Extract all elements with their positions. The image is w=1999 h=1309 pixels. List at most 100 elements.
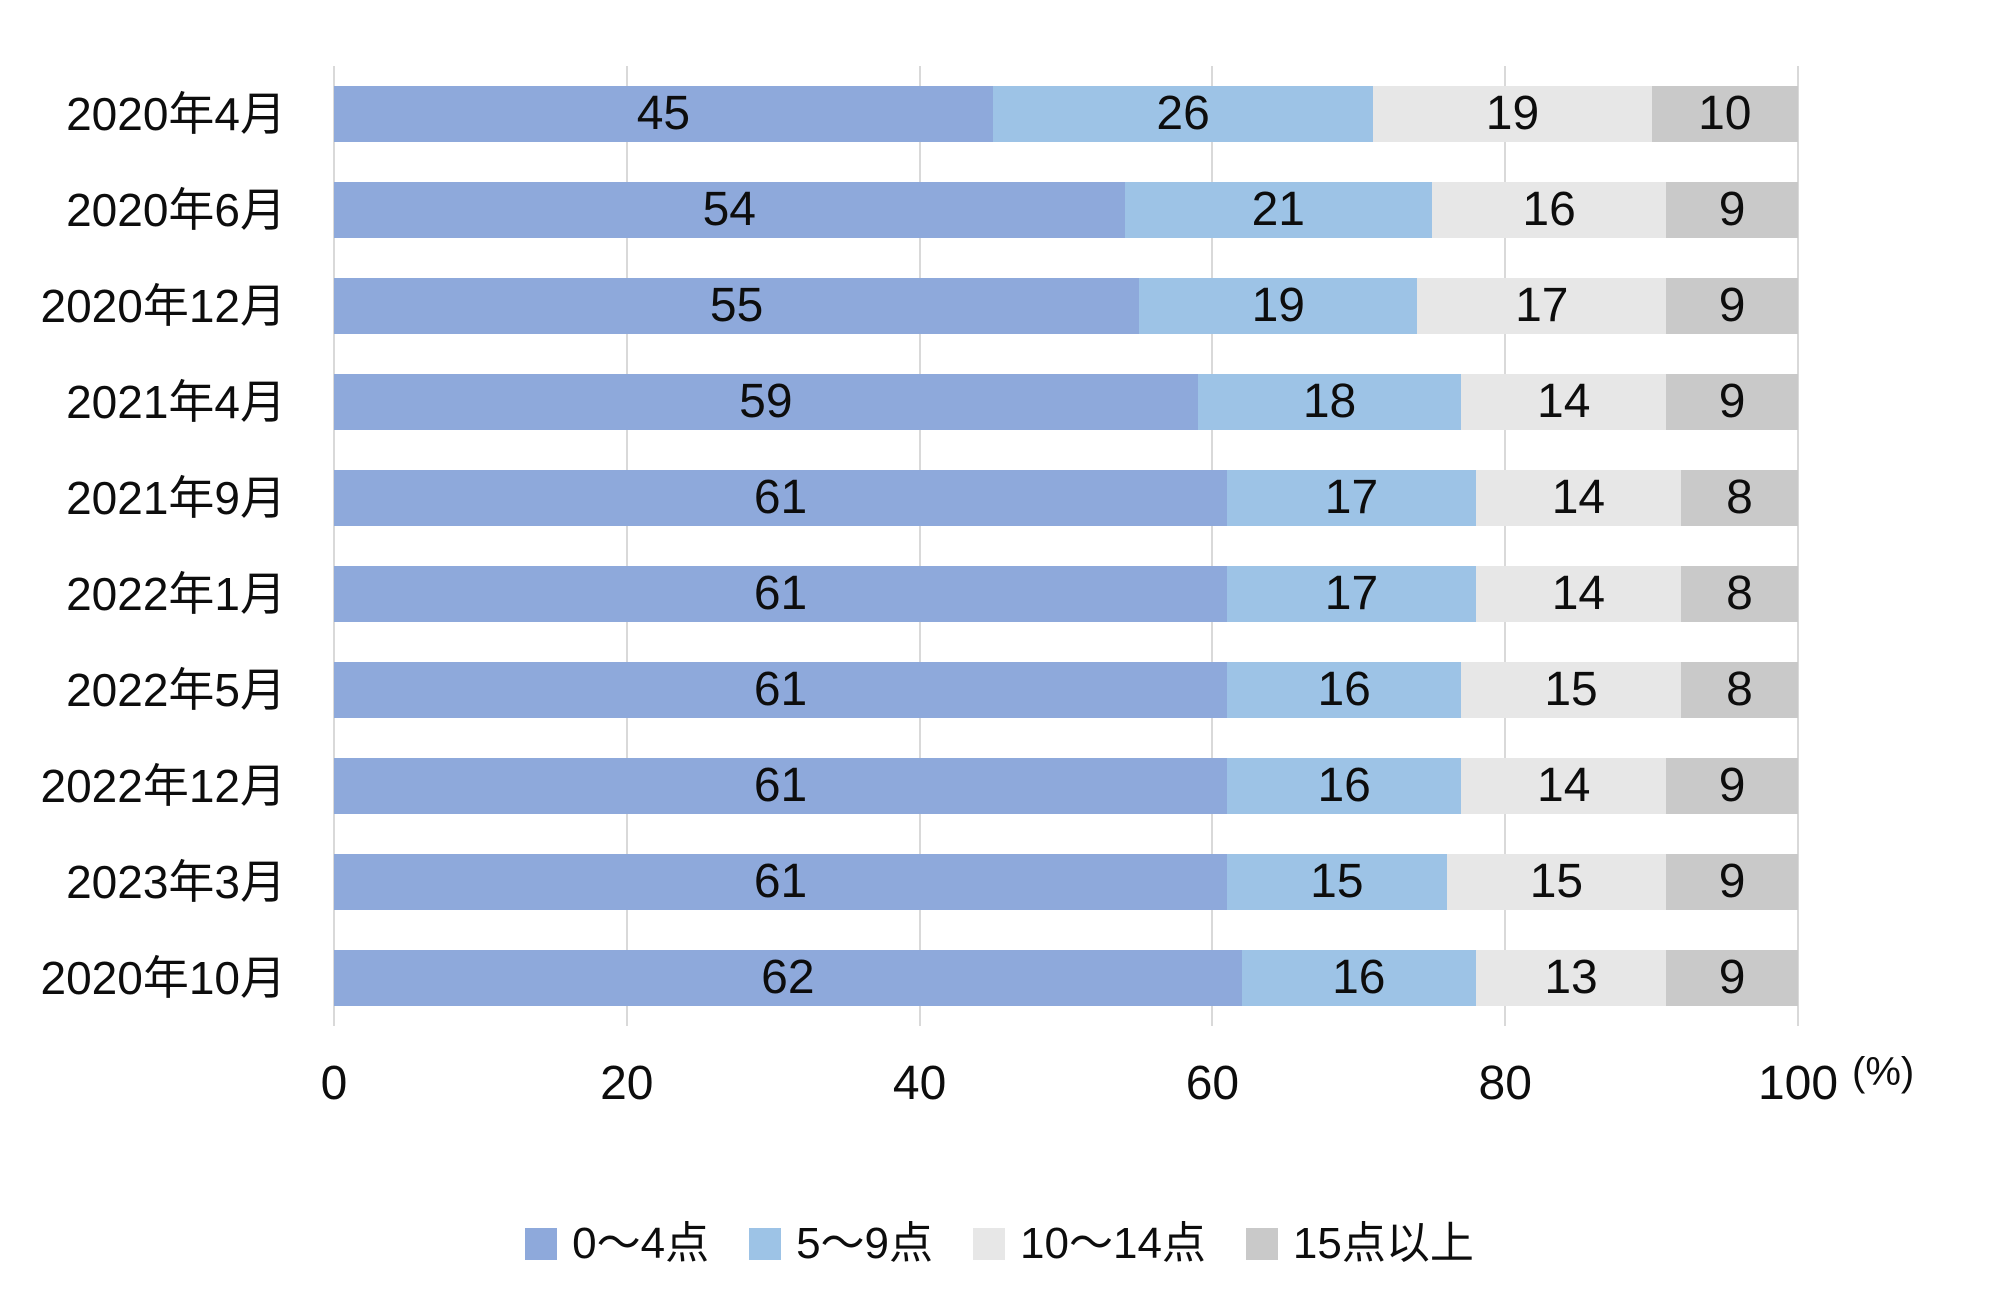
bar-segment: 15 bbox=[1461, 662, 1681, 718]
bar-segment: 13 bbox=[1475, 950, 1667, 1006]
gridline bbox=[918, 66, 921, 1026]
stacked-bar: 61 15 15 9 bbox=[334, 854, 1798, 910]
segment-value-label: 16 bbox=[1317, 663, 1371, 716]
segment-value-label: 54 bbox=[702, 183, 756, 236]
bar-segment: 45 bbox=[334, 86, 993, 142]
bar-segment: 61 bbox=[334, 758, 1228, 814]
bar-segment: 61 bbox=[334, 854, 1228, 910]
bar-row: 2020年10月 62 16 13 9 bbox=[41, 930, 1798, 1026]
bar-row: 2021年4月 59 18 14 9 bbox=[66, 354, 1798, 450]
legend-label: 15点以上 bbox=[1292, 1219, 1474, 1268]
bar-segment: 17 bbox=[1227, 566, 1476, 622]
bar-segment: 9 bbox=[1666, 374, 1798, 430]
bar-segment: 14 bbox=[1461, 374, 1667, 430]
segment-value-label: 26 bbox=[1156, 87, 1210, 140]
segment-value-label: 17 bbox=[1324, 471, 1379, 524]
segment-value-label: 61 bbox=[753, 567, 808, 620]
segment-value-label: 61 bbox=[753, 471, 808, 524]
bar-segment: 14 bbox=[1475, 470, 1681, 526]
category-label: 2020年10月 bbox=[40, 952, 287, 1004]
stacked-bar: 61 16 14 9 bbox=[334, 758, 1798, 814]
segment-value-label: 14 bbox=[1537, 375, 1591, 428]
segment-value-label: 15 bbox=[1529, 855, 1584, 908]
bar-segment: 10 bbox=[1651, 86, 1798, 142]
category-label: 2020年12月 bbox=[40, 280, 287, 332]
stacked-bar: 45 26 19 10 bbox=[334, 86, 1798, 142]
x-axis: 0 20 40 60 80 100 bbox=[321, 1057, 1838, 1110]
bar-segment: 9 bbox=[1666, 854, 1798, 910]
gridline bbox=[333, 66, 335, 1026]
gridline bbox=[1797, 66, 1799, 1026]
bar-segment: 9 bbox=[1666, 758, 1798, 814]
bar-segment: 16 bbox=[1241, 950, 1476, 1006]
segment-value-label: 21 bbox=[1251, 183, 1305, 236]
segment-value-label: 9 bbox=[1718, 375, 1746, 428]
plot-area: 2020年4月 45 26 19 10 2020年6月 54 21 16 9 2020年12月 55 1… bbox=[41, 66, 1799, 1026]
bar-segment: 8 bbox=[1680, 470, 1798, 526]
segment-value-label: 62 bbox=[761, 951, 815, 1004]
legend-marker bbox=[525, 1228, 558, 1260]
segment-value-label: 19 bbox=[1485, 87, 1540, 140]
bar-row: 2023年3月 61 15 15 9 bbox=[66, 834, 1798, 930]
bar-segment: 61 bbox=[334, 566, 1228, 622]
bar-segment: 15 bbox=[1446, 854, 1667, 910]
segment-value-label: 18 bbox=[1302, 375, 1357, 428]
legend: 0〜4点 5〜9点 10〜14点 15点以上 bbox=[0, 1222, 1999, 1266]
stacked-bar: 61 17 14 8 bbox=[334, 470, 1798, 526]
segment-value-label: 14 bbox=[1551, 567, 1606, 620]
x-tick-label: 80 bbox=[1478, 1057, 1532, 1110]
bar-segment: 9 bbox=[1666, 278, 1798, 334]
segment-value-label: 9 bbox=[1718, 855, 1746, 908]
bar-row: 2020年4月 45 26 19 10 bbox=[66, 66, 1798, 162]
bar-segment: 15 bbox=[1227, 854, 1447, 910]
x-tick-label: 20 bbox=[600, 1057, 654, 1110]
segment-value-label: 9 bbox=[1718, 759, 1746, 812]
segment-value-label: 9 bbox=[1718, 279, 1746, 332]
stacked-bar: 61 16 15 8 bbox=[334, 662, 1798, 718]
category-label: 2020年4月 bbox=[66, 88, 286, 140]
bar-segment: 14 bbox=[1461, 758, 1667, 814]
stacked-bar: 55 19 17 9 bbox=[334, 278, 1798, 334]
bar-segment: 16 bbox=[1431, 182, 1667, 238]
bar-row: 2020年6月 54 21 16 9 bbox=[66, 162, 1798, 258]
legend-item: 5〜9点 bbox=[749, 1222, 933, 1266]
segment-value-label: 61 bbox=[753, 759, 808, 812]
bar-segment: 61 bbox=[334, 662, 1228, 718]
bar-segment: 19 bbox=[1373, 86, 1652, 142]
bar-segment: 54 bbox=[334, 182, 1125, 238]
category-label: 2023年3月 bbox=[66, 856, 286, 908]
segment-value-label: 8 bbox=[1726, 471, 1753, 524]
segment-value-label: 10 bbox=[1698, 87, 1752, 140]
legend-item: 15点以上 bbox=[1245, 1219, 1474, 1268]
bar-segment: 21 bbox=[1124, 182, 1432, 238]
bar-segment: 59 bbox=[334, 374, 1198, 430]
bar-rows: 2020年4月 45 26 19 10 2020年6月 54 21 16 9 2020年12月 55 1… bbox=[41, 66, 1798, 1026]
category-label: 2022年1月 bbox=[66, 568, 286, 620]
bar-segment: 61 bbox=[334, 470, 1228, 526]
bar-row: 2021年9月 61 17 14 8 bbox=[66, 450, 1798, 546]
segment-value-label: 45 bbox=[636, 87, 691, 140]
stacked-bar: 61 17 14 8 bbox=[334, 566, 1798, 622]
x-tick-label: 40 bbox=[892, 1057, 947, 1110]
bar-row: 2020年12月 55 19 17 9 bbox=[41, 258, 1798, 354]
segment-value-label: 8 bbox=[1726, 567, 1753, 620]
category-label: 2020年6月 bbox=[66, 184, 286, 236]
segment-value-label: 13 bbox=[1544, 951, 1598, 1004]
legend-item: 0〜4点 bbox=[525, 1222, 709, 1266]
gridline bbox=[625, 66, 628, 1026]
gridlines bbox=[333, 66, 1799, 1026]
bar-segment: 55 bbox=[334, 278, 1140, 334]
segment-value-label: 61 bbox=[753, 663, 808, 716]
segment-value-label: 15 bbox=[1544, 663, 1598, 716]
category-label: 2021年9月 bbox=[66, 472, 286, 524]
category-label: 2022年5月 bbox=[66, 664, 286, 716]
bar-segment: 19 bbox=[1139, 278, 1418, 334]
segment-value-label: 19 bbox=[1251, 279, 1305, 332]
category-label: 2021年4月 bbox=[66, 376, 286, 428]
bar-segment: 8 bbox=[1680, 662, 1798, 718]
stacked-bar: 54 21 16 9 bbox=[334, 182, 1798, 238]
segment-value-label: 17 bbox=[1515, 279, 1569, 332]
bar-row: 2022年1月 61 17 14 8 bbox=[66, 546, 1798, 642]
bar-segment: 14 bbox=[1475, 566, 1681, 622]
